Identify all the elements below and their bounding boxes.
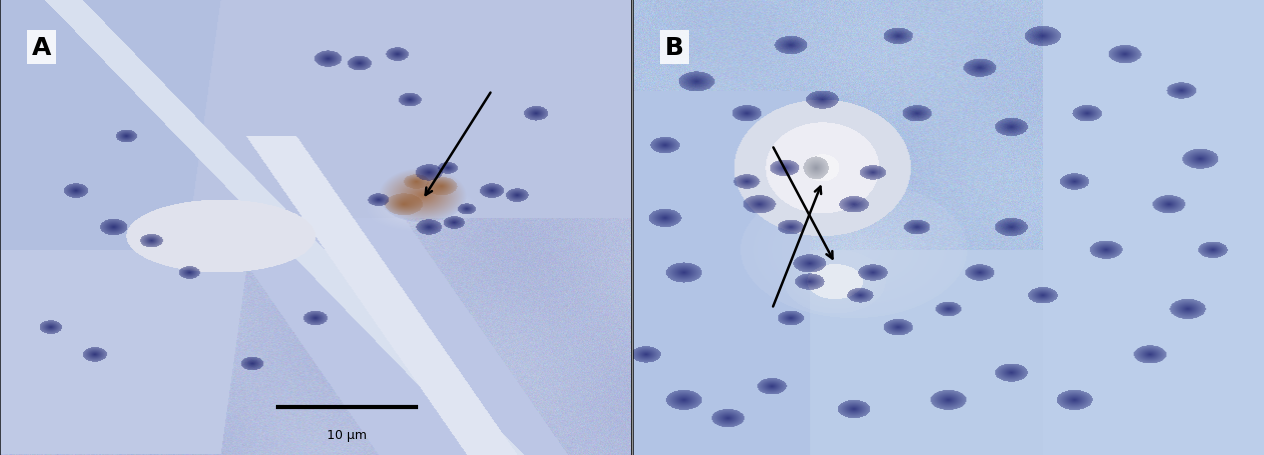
Text: 10 μm: 10 μm [327,428,367,441]
Text: A: A [32,36,51,61]
Text: B: B [665,36,684,61]
